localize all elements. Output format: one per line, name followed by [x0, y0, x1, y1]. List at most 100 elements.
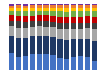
Bar: [9, 6, 14, 8]
Bar: [64, 17, 69, 23]
Bar: [9, 53, 14, 70]
Bar: [57, 23, 62, 29]
Bar: [37, 54, 42, 70]
Bar: [85, 16, 90, 23]
Bar: [85, 23, 90, 28]
Bar: [57, 5, 62, 8]
Bar: [23, 4, 28, 6]
Bar: [64, 23, 69, 29]
Bar: [16, 38, 21, 57]
Bar: [92, 41, 97, 61]
Bar: [71, 23, 76, 29]
Bar: [37, 36, 42, 54]
Bar: [78, 12, 83, 17]
Bar: [78, 8, 83, 12]
Bar: [50, 27, 56, 37]
Bar: [9, 36, 14, 53]
Bar: [44, 21, 49, 27]
Bar: [57, 8, 62, 11]
Bar: [9, 8, 14, 11]
Bar: [50, 55, 56, 70]
Bar: [71, 29, 76, 39]
Bar: [71, 4, 76, 5]
Bar: [37, 5, 42, 8]
Bar: [16, 5, 21, 8]
Bar: [85, 57, 90, 70]
Bar: [16, 4, 21, 5]
Bar: [16, 28, 21, 38]
Bar: [50, 11, 56, 16]
Bar: [23, 28, 28, 38]
Bar: [23, 11, 28, 16]
Bar: [71, 17, 76, 23]
Bar: [92, 4, 97, 5]
Bar: [92, 17, 97, 23]
Bar: [23, 16, 28, 22]
Bar: [16, 8, 21, 11]
Bar: [64, 8, 69, 12]
Bar: [30, 16, 35, 21]
Bar: [30, 8, 35, 11]
Bar: [85, 8, 90, 11]
Bar: [16, 57, 21, 70]
Bar: [44, 36, 49, 54]
Bar: [16, 16, 21, 21]
Bar: [57, 11, 62, 17]
Bar: [23, 22, 28, 28]
Bar: [64, 29, 69, 40]
Bar: [50, 22, 56, 27]
Bar: [57, 29, 62, 39]
Bar: [78, 56, 83, 70]
Bar: [23, 6, 28, 8]
Bar: [50, 16, 56, 22]
Bar: [9, 15, 14, 21]
Bar: [30, 36, 35, 54]
Bar: [37, 8, 42, 11]
Bar: [50, 4, 56, 5]
Bar: [92, 8, 97, 11]
Bar: [57, 58, 62, 70]
Bar: [64, 59, 69, 70]
Bar: [9, 4, 14, 6]
Bar: [64, 40, 69, 59]
Bar: [57, 17, 62, 23]
Bar: [50, 8, 56, 11]
Bar: [44, 15, 49, 21]
Bar: [92, 23, 97, 29]
Bar: [78, 17, 83, 23]
Bar: [57, 4, 62, 5]
Bar: [92, 29, 97, 41]
Bar: [23, 8, 28, 11]
Bar: [9, 21, 14, 26]
Bar: [30, 4, 35, 5]
Bar: [44, 8, 49, 11]
Bar: [30, 5, 35, 8]
Bar: [85, 11, 90, 16]
Bar: [85, 4, 90, 5]
Bar: [78, 23, 83, 29]
Bar: [44, 54, 49, 70]
Bar: [50, 5, 56, 8]
Bar: [92, 5, 97, 8]
Bar: [9, 26, 14, 36]
Bar: [44, 27, 49, 36]
Bar: [37, 15, 42, 21]
Bar: [78, 29, 83, 39]
Bar: [92, 61, 97, 70]
Bar: [37, 21, 42, 26]
Bar: [71, 58, 76, 70]
Bar: [44, 11, 49, 15]
Bar: [71, 39, 76, 58]
Bar: [37, 4, 42, 5]
Bar: [85, 39, 90, 57]
Bar: [16, 21, 21, 28]
Bar: [85, 5, 90, 8]
Bar: [78, 5, 83, 8]
Bar: [9, 11, 14, 15]
Bar: [30, 21, 35, 27]
Bar: [30, 11, 35, 16]
Bar: [23, 38, 28, 56]
Bar: [85, 28, 90, 39]
Bar: [23, 56, 28, 70]
Bar: [92, 11, 97, 17]
